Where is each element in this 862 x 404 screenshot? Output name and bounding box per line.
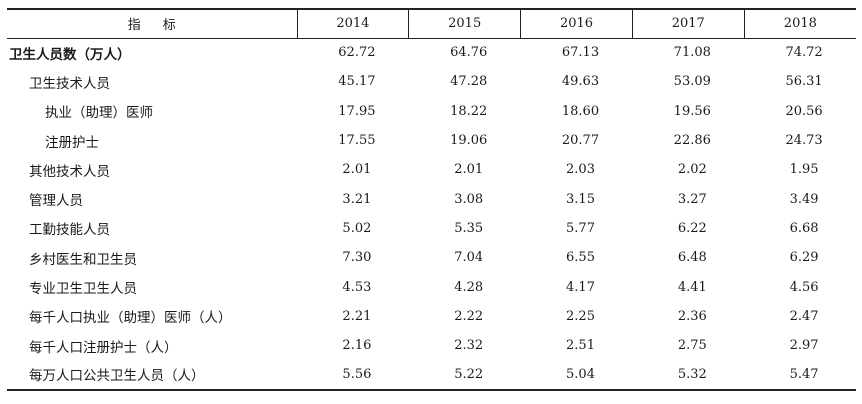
table-cell-value: 2.01	[454, 162, 484, 178]
table-cell-value: 5.04	[520, 360, 633, 391]
table-row: 管理人员 3.21 3.08 3.15 3.27 3.49	[7, 184, 856, 213]
table-cell-value: 6.68	[789, 220, 819, 236]
table-cell-value: 5.02	[342, 220, 372, 236]
table-cell-value: 6.55	[566, 250, 595, 266]
table-cell-value: 74.72	[785, 45, 823, 61]
table-row: 卫生人员数（万人） 62.72 64.76 67.13 71.08 74.72	[7, 38, 856, 67]
table-cell-value: 1.95	[789, 162, 819, 178]
table-cell-value: 7.30	[342, 250, 372, 266]
table-cell-value: 2.32	[454, 338, 484, 354]
table-cell-value: 17.95	[338, 103, 376, 119]
table-cell-value: 2.16	[342, 338, 372, 354]
header-indicator: 指标	[7, 8, 297, 39]
table-cell-value: 2.02	[677, 162, 707, 178]
table-cell-value: 53.09	[673, 74, 711, 90]
table-cell-value: 5.22	[408, 360, 521, 391]
table-cell-value: 5.77	[566, 220, 595, 236]
table-row: 每千人口注册护士（人） 2.16 2.32 2.51 2.75 2.97	[7, 331, 856, 360]
table-cell-value: 6.22	[677, 220, 707, 236]
table-cell-value: 4.28	[454, 279, 484, 295]
table-cell-value: 3.27	[677, 191, 707, 207]
table-cell-value: 2.47	[789, 308, 819, 324]
table-cell-value: 19.56	[673, 103, 711, 119]
table-cell-value: 62.72	[338, 45, 376, 61]
row-label: 其他技术人员	[29, 163, 110, 180]
table-header: 指标 2014 2015 2016 2017 2018	[7, 8, 856, 39]
table-cell-value: 67.13	[561, 45, 600, 61]
table-cell-value: 2.03	[566, 162, 595, 178]
table-cell-value: 19.06	[450, 133, 488, 149]
table-cell-value: 5.56	[297, 360, 409, 391]
table-cell-value: 3.08	[454, 191, 484, 207]
row-label: 注册护士	[45, 134, 99, 151]
table-cell-value: 24.73	[785, 133, 823, 149]
row-label: 管理人员	[29, 193, 83, 210]
header-year: 2016	[520, 8, 633, 39]
table-cell-value: 5.35	[454, 220, 484, 236]
row-label: 工勤技能人员	[29, 222, 110, 239]
table-cell-value: 2.75	[677, 338, 707, 354]
row-label: 专业卫生卫生人员	[29, 281, 137, 298]
table-cell-value: 2.97	[789, 338, 819, 354]
table-cell-value: 5.32	[632, 360, 745, 391]
header-year: 2017	[631, 8, 745, 39]
table-cell-value: 2.25	[566, 308, 595, 324]
table-cell-value: 71.08	[673, 45, 711, 61]
row-label: 乡村医生和卫生员	[29, 251, 137, 268]
table-row: 乡村医生和卫生员 7.30 7.04 6.55 6.48 6.29	[7, 243, 856, 272]
header-year: 2018	[743, 8, 856, 39]
row-label: 卫生人员数（万人）	[9, 46, 131, 63]
table-cell-value: 64.76	[450, 45, 488, 61]
header-year: 2014	[296, 8, 409, 39]
table-body: 卫生人员数（万人） 62.72 64.76 67.13 71.08 74.72 卫生技术人员…	[7, 38, 856, 391]
header-year: 2015	[408, 8, 521, 39]
table-cell-value: 56.31	[785, 74, 823, 90]
table-cell-value: 49.63	[561, 74, 600, 90]
row-label: 每万人口公共卫生人员（人）	[7, 360, 297, 391]
table-cell-value: 20.77	[561, 133, 600, 149]
table-row: 每万人口公共卫生人员（人） 5.56 5.22 5.04 5.32 5.47	[7, 360, 856, 391]
table-row: 工勤技能人员 5.02 5.35 5.77 6.22 6.68	[7, 214, 856, 243]
table-cell-value: 47.28	[450, 74, 488, 90]
row-label: 每千人口执业（助理）医师（人）	[29, 310, 232, 327]
statistics-table: 指标 2014 2015 2016 2017 2018 卫生人员数（万人） 62.…	[7, 8, 856, 391]
table-cell-value: 2.51	[566, 338, 595, 354]
table-cell-value: 2.01	[342, 162, 372, 178]
table-row: 执业（助理）医师 17.95 18.22 18.60 19.56 20.56	[7, 97, 856, 126]
table-cell-value: 18.22	[450, 103, 488, 119]
table-row: 专业卫生卫生人员 4.53 4.28 4.17 4.41 4.56	[7, 272, 856, 301]
table-cell-value: 20.56	[785, 103, 823, 119]
table-cell-value: 7.04	[454, 250, 484, 266]
table-cell-value: 4.41	[677, 279, 707, 295]
table-cell-value: 4.56	[789, 279, 819, 295]
table-row: 每千人口执业（助理）医师（人） 2.21 2.22 2.25 2.36 2.47	[7, 302, 856, 331]
table-cell-value: 4.53	[342, 279, 372, 295]
table-cell-value: 2.36	[677, 308, 707, 324]
table-row: 注册护士 17.55 19.06 20.77 22.86 24.73	[7, 126, 856, 155]
table-cell-value: 45.17	[338, 74, 376, 90]
table-cell-value: 3.21	[342, 191, 372, 207]
table-cell-value: 17.55	[338, 133, 376, 149]
table-cell-value: 3.15	[566, 191, 595, 207]
table-row: 卫生技术人员 45.17 47.28 49.63 53.09 56.31	[7, 67, 856, 96]
table-cell-value: 6.48	[677, 250, 707, 266]
table-cell-value: 22.86	[673, 133, 711, 149]
table-row: 其他技术人员 2.01 2.01 2.03 2.02 1.95	[7, 155, 856, 184]
table-cell-value: 2.21	[342, 308, 372, 324]
row-label: 执业（助理）医师	[45, 105, 153, 122]
header-row: 指标 2014 2015 2016 2017 2018	[7, 8, 856, 39]
table-cell-value: 4.17	[566, 279, 595, 295]
table-cell-value: 3.49	[789, 191, 819, 207]
table-cell-value: 6.29	[789, 250, 819, 266]
row-label: 每千人口注册护士（人）	[29, 339, 178, 356]
table-cell-value: 5.47	[744, 360, 856, 391]
table-cell-value: 18.60	[561, 103, 600, 119]
table-cell-value: 2.22	[454, 308, 484, 324]
row-label: 卫生技术人员	[29, 75, 110, 92]
